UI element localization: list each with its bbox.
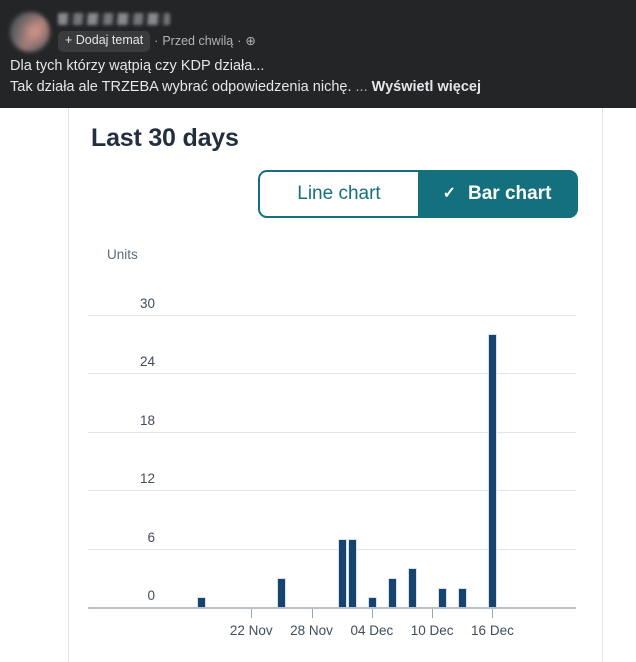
x-axis-tick-mark: [251, 609, 253, 618]
x-axis-tick-label: 16 Dec: [471, 623, 514, 638]
post-body-line-2-text: Tak działa ale TRZEBA wybrać odpowiedzen…: [10, 79, 352, 95]
y-axis-tick-label: 0: [147, 588, 155, 603]
post-author-row: + Dodaj temat · Przed chwilą · ⊕: [10, 12, 256, 52]
add-topic-button[interactable]: + Dodaj temat: [58, 31, 151, 52]
page-title: Last 30 days: [91, 124, 239, 152]
chart-type-toggle[interactable]: Line chart ✓ Bar chart: [258, 170, 578, 218]
y-axis-tick-label: 30: [139, 296, 155, 311]
gridline: [88, 490, 576, 492]
bar[interactable]: [197, 597, 206, 607]
post-body-line-2: Tak działa ale TRZEBA wybrać odpowiedzen…: [10, 77, 626, 98]
bar[interactable]: [387, 577, 397, 607]
author-name-redacted[interactable]: [58, 13, 170, 25]
chart-card: Last 30 days Line chart ✓ Bar chart Unit…: [68, 108, 603, 662]
facebook-post-header: + Dodaj temat · Przed chwilą · ⊕ Dla tyc…: [0, 0, 636, 108]
bar[interactable]: [458, 587, 468, 607]
y-axis-tick-label: 24: [139, 354, 155, 370]
x-axis-tick-mark: [371, 609, 373, 618]
gridline: [88, 548, 576, 550]
bar[interactable]: [337, 538, 347, 607]
avatar[interactable]: [10, 12, 50, 52]
bar[interactable]: [438, 587, 448, 607]
y-axis-tick-label: 6: [147, 529, 155, 545]
bar-chart-plot: Units 0 6 12 18 24 30 22 Nov 28 Nov 04 Dec 10 De…: [69, 108, 604, 662]
x-axis-tick-mark: [492, 609, 494, 618]
post-submeta: + Dodaj temat · Przed chwilą · ⊕: [58, 31, 256, 52]
tab-line-chart[interactable]: Line chart: [260, 172, 418, 216]
post-timestamp[interactable]: Przed chwilą: [162, 34, 234, 49]
y-axis-label: Units: [107, 247, 138, 262]
tab-bar-chart-label: Bar chart: [467, 183, 552, 204]
y-axis-tick-label: 12: [139, 471, 155, 487]
x-axis-line: [88, 607, 576, 609]
post-body: Dla tych którzy wątpią czy KDP działa...…: [10, 56, 626, 98]
tab-bar-chart[interactable]: ✓ Bar chart: [418, 172, 576, 216]
y-axis-tick-label: 18: [139, 412, 155, 428]
post-author-meta: + Dodaj temat · Przed chwilą · ⊕: [58, 12, 256, 52]
bar[interactable]: [408, 568, 418, 607]
bar[interactable]: [277, 577, 287, 607]
gridline: [88, 373, 576, 375]
gridline: [88, 431, 576, 433]
bar[interactable]: [367, 597, 377, 607]
x-axis-tick-label: 10 Dec: [410, 623, 454, 638]
check-icon: ✓: [442, 185, 456, 202]
see-more-link[interactable]: Wyświetl więcej: [371, 79, 481, 95]
x-axis-tick-mark: [311, 609, 313, 618]
truncation-ellipsis: ...: [355, 79, 368, 95]
bar[interactable]: [488, 334, 498, 607]
globe-icon[interactable]: ⊕: [245, 34, 256, 49]
meta-separator: ·: [237, 34, 242, 49]
bar[interactable]: [347, 538, 357, 607]
meta-separator: ·: [154, 34, 159, 49]
gridline: [88, 315, 576, 316]
x-axis-tick-label: 28 Nov: [290, 623, 333, 638]
post-body-line-1: Dla tych którzy wątpią czy KDP działa...: [10, 58, 265, 74]
x-axis-tick-label: 22 Nov: [229, 623, 273, 638]
x-axis-tick-mark: [432, 609, 434, 618]
x-axis-tick-label: 04 Dec: [350, 623, 394, 638]
